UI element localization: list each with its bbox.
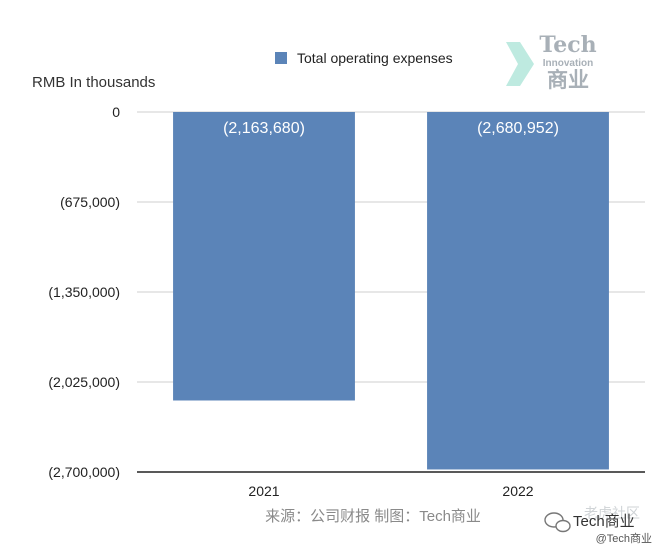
y-tick-label: (2,025,000) [48,374,120,390]
bar-data-label: (2,680,952) [477,120,559,137]
y-tick-label: (2,700,000) [48,464,120,480]
watermark-subtitle: Innovation [543,58,594,69]
bar-data-label: (2,163,680) [223,120,305,137]
community-badge: 老虎社区 Tech商业 @Tech商业 [544,505,652,545]
watermark-title: Tech [539,32,596,58]
badge-name: Tech商业 [573,513,635,530]
watermark-arrow-icon [506,42,534,86]
wechat-icon [544,512,571,533]
y-tick-label: (1,350,000) [48,284,120,300]
badge-handle: @Tech商业 [596,531,652,545]
y-tick-labels: 0 (675,000) (1,350,000) (2,025,000) (2,700,0… [48,104,120,480]
source-note: 来源：公司财报 制图：Tech商业 [265,508,481,525]
bar [427,112,609,470]
bar [173,112,355,401]
bars: (2,163,680) (2,680,952) [173,112,609,470]
x-tick-label: 2021 [248,483,279,499]
community-label: 老虎社区 [584,505,640,521]
legend-swatch [275,52,287,64]
legend: Total operating expenses [275,50,453,66]
x-tick-label: 2022 [502,483,533,499]
y-axis-label: RMB In thousands [32,74,155,91]
x-category-labels: 2021 2022 [248,483,533,499]
y-tick-label: 0 [112,104,120,120]
legend-label: Total operating expenses [297,50,453,66]
watermark-cn: 商业 [547,68,589,92]
y-tick-label: (675,000) [60,194,120,210]
tech-innovation-watermark: Tech Innovation 商业 [506,32,597,92]
